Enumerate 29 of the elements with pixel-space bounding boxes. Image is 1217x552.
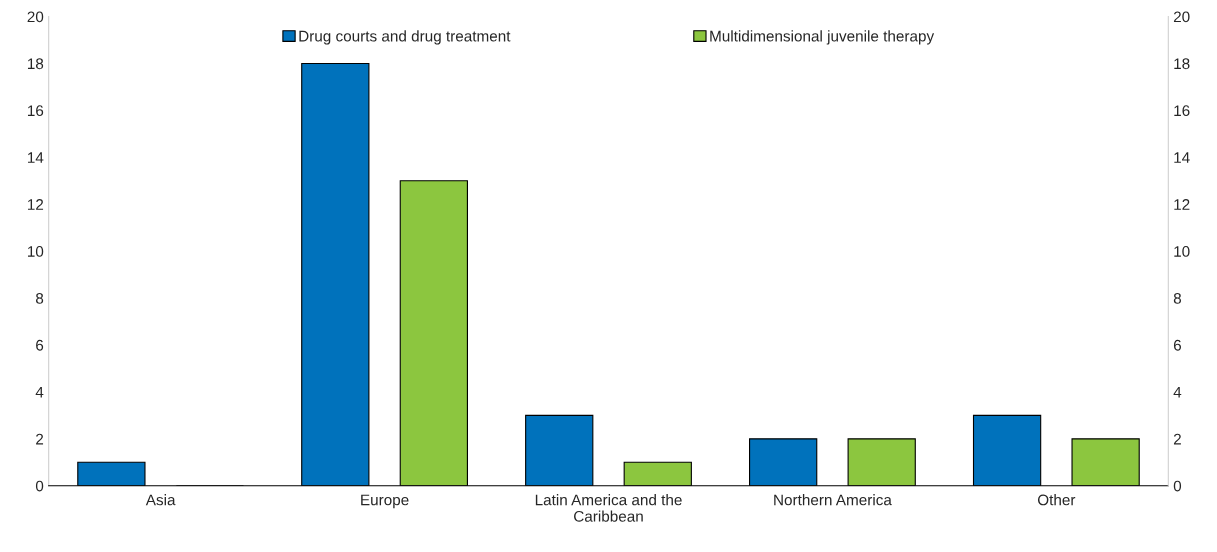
y2-tick-label: 4 (1173, 386, 1182, 398)
legend-label: Drug courts and drug treatment (299, 30, 511, 45)
y2-tick-label: 0 (1173, 480, 1182, 492)
y-tick-label: 14 (27, 152, 44, 163)
y2-tick-label: 20 (1173, 11, 1190, 23)
x-tick-label: Asia (145, 494, 176, 506)
y2-tick-label: 2 (1173, 433, 1181, 445)
y-tick-label: 0 (35, 480, 44, 492)
y2-tick-label: 6 (1173, 339, 1182, 351)
x-tick-label: Northern America (774, 494, 892, 506)
x-tick-label: Other (1037, 494, 1076, 506)
y-tick-label: 18 (27, 58, 44, 70)
y2-tick-label: 14 (1174, 152, 1190, 163)
y2-tick-label: 10 (1174, 246, 1190, 257)
y-tick-label: 20 (27, 11, 44, 23)
x-tick-label: Europe (361, 494, 409, 509)
y2-tick-label: 12 (1174, 199, 1190, 210)
y-tick-label: 2 (36, 433, 44, 445)
legend-label: Multidimensional juvenile therapy (710, 30, 935, 45)
y-tick-label: 6 (36, 339, 44, 351)
x-tick-label: Latin America and the Caribbean (535, 494, 682, 522)
y-tick-label: 10 (27, 246, 44, 257)
y2-tick-label: 8 (1173, 292, 1182, 304)
y-tick-label: 4 (35, 386, 44, 398)
y2-tick-label: 16 (1174, 105, 1190, 117)
y-tick-label: 12 (27, 199, 44, 210)
y-tick-label: 16 (27, 105, 44, 117)
y-tick-label: 8 (35, 292, 44, 304)
y2-tick-label: 18 (1174, 58, 1190, 70)
